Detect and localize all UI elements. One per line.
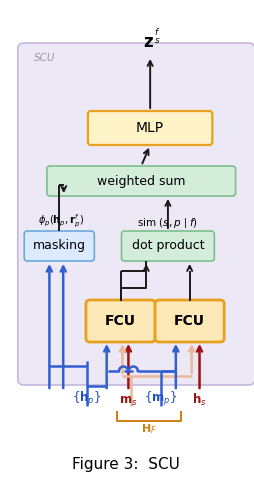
Text: FCU: FCU (105, 314, 136, 328)
Text: masking: masking (33, 240, 86, 253)
FancyBboxPatch shape (121, 231, 214, 261)
FancyBboxPatch shape (18, 43, 254, 385)
Text: $\mathbf{h}_s$: $\mathbf{h}_s$ (192, 392, 207, 408)
Text: MLP: MLP (136, 121, 164, 135)
Text: weighted sum: weighted sum (97, 174, 185, 188)
FancyBboxPatch shape (155, 300, 224, 342)
FancyBboxPatch shape (86, 300, 155, 342)
Text: sim $(s, p \mid f)$: sim $(s, p \mid f)$ (137, 216, 198, 230)
Text: FCU: FCU (174, 314, 205, 328)
Text: $\mathbf{H}_F$: $\mathbf{H}_F$ (141, 422, 157, 436)
Text: $\mathbf{z}$: $\mathbf{z}$ (143, 33, 154, 51)
Text: $\mathbf{m}_s$: $\mathbf{m}_s$ (119, 395, 138, 408)
Text: dot product: dot product (132, 240, 204, 253)
FancyBboxPatch shape (88, 111, 212, 145)
Text: $\{\mathbf{h}_p\}$: $\{\mathbf{h}_p\}$ (72, 390, 102, 408)
FancyBboxPatch shape (47, 166, 236, 196)
FancyBboxPatch shape (24, 231, 94, 261)
Text: SCU: SCU (34, 53, 55, 63)
Text: $^f_s$: $^f_s$ (154, 27, 160, 46)
Text: $\phi_p(\mathbf{h}_p, \mathbf{r}_p^f)$: $\phi_p(\mathbf{h}_p, \mathbf{r}_p^f)$ (38, 212, 84, 230)
Text: Figure 3:  SCU: Figure 3: SCU (72, 456, 179, 471)
Text: $\{\mathbf{m}_p\}$: $\{\mathbf{m}_p\}$ (144, 390, 178, 408)
